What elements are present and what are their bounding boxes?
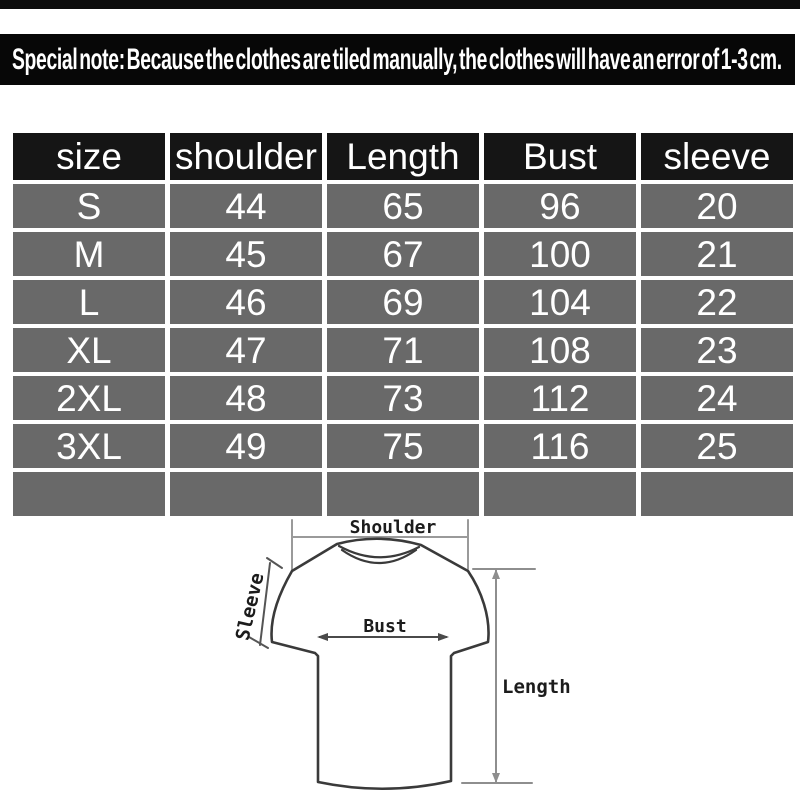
table-cell <box>641 472 793 516</box>
table-cell <box>484 472 636 516</box>
collar-band-outer <box>337 544 421 559</box>
bust-arrow-left <box>317 633 328 641</box>
col-header-shoulder: shoulder <box>170 133 322 180</box>
table-cell: S <box>13 184 165 228</box>
shoulder-measure-line <box>291 519 469 572</box>
table-cell: M <box>13 232 165 276</box>
length-measure-line <box>461 568 536 784</box>
table-cell: 45 <box>170 232 322 276</box>
special-note-text: Special note: Because the clothes are ti… <box>12 42 782 76</box>
table-cell: 44 <box>170 184 322 228</box>
sleeve-label: Sleeve <box>235 571 269 643</box>
table-cell: 46 <box>170 280 322 324</box>
table-cell: 69 <box>327 280 479 324</box>
table-cell: 48 <box>170 376 322 420</box>
table-row-xl: XL 47 71 108 23 <box>13 328 793 372</box>
table-cell: 25 <box>641 424 793 468</box>
length-label: Length <box>502 676 571 698</box>
table-cell: 24 <box>641 376 793 420</box>
table-cell: 23 <box>641 328 793 372</box>
table-cell: 47 <box>170 328 322 372</box>
special-note-banner: Special note: Because the clothes are ti… <box>0 34 795 85</box>
table-row-l: L 46 69 104 22 <box>13 280 793 324</box>
collar-band-inner <box>340 548 418 565</box>
table-cell: 20 <box>641 184 793 228</box>
length-arrow-up <box>492 569 500 579</box>
table-cell: 3XL <box>13 424 165 468</box>
table-cell: 104 <box>484 280 636 324</box>
col-header-sleeve: sleeve <box>641 133 793 180</box>
table-row-2xl: 2XL 48 73 112 24 <box>13 376 793 420</box>
table-row-m: M 45 67 100 21 <box>13 232 793 276</box>
table-cell: 96 <box>484 184 636 228</box>
table-cell <box>13 472 165 516</box>
size-table-header-row: size shoulder Length Bust sleeve <box>13 133 793 180</box>
table-row-empty <box>13 472 793 516</box>
table-cell: L <box>13 280 165 324</box>
tshirt-outline <box>270 537 490 791</box>
col-header-bust: Bust <box>484 133 636 180</box>
table-cell: XL <box>13 328 165 372</box>
table-cell: 108 <box>484 328 636 372</box>
table-cell: 75 <box>327 424 479 468</box>
length-arrow-down <box>492 773 500 783</box>
table-cell: 65 <box>327 184 479 228</box>
bust-label: Bust <box>363 616 406 637</box>
top-black-strip <box>0 0 800 9</box>
table-cell: 116 <box>484 424 636 468</box>
table-cell: 22 <box>641 280 793 324</box>
table-cell: 112 <box>484 376 636 420</box>
table-row-3xl: 3XL 49 75 116 25 <box>13 424 793 468</box>
col-header-size: size <box>13 133 165 180</box>
sleeve-measure-line <box>248 557 283 649</box>
table-cell: 49 <box>170 424 322 468</box>
table-cell: 67 <box>327 232 479 276</box>
table-cell <box>170 472 322 516</box>
table-cell <box>327 472 479 516</box>
col-header-length: Length <box>327 133 479 180</box>
table-cell: 2XL <box>13 376 165 420</box>
tshirt-measurement-diagram: Shoulder Sleeve Bust Length <box>235 517 571 791</box>
size-chart-table: size shoulder Length Bust sleeve S 44 65… <box>8 129 798 520</box>
shoulder-label: Shoulder <box>350 517 437 538</box>
table-cell: 73 <box>327 376 479 420</box>
table-cell: 100 <box>484 232 636 276</box>
table-cell: 71 <box>327 328 479 372</box>
bust-arrow-right <box>438 633 449 641</box>
table-row-s: S 44 65 96 20 <box>13 184 793 228</box>
table-cell: 21 <box>641 232 793 276</box>
